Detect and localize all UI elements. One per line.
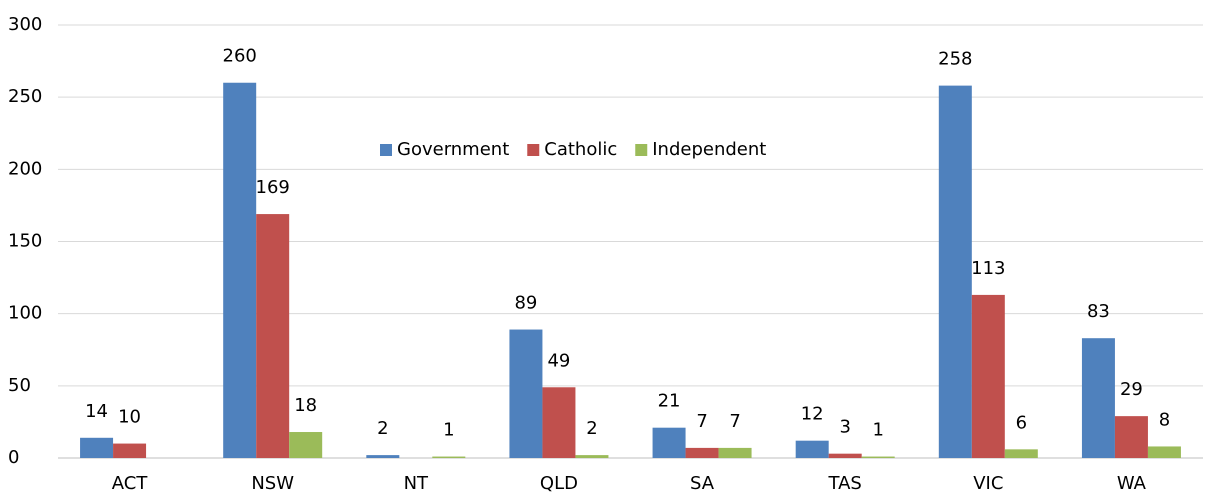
bar <box>1004 449 1038 458</box>
y-tick-label: 100 <box>8 303 42 324</box>
x-tick-label: NT <box>404 473 429 494</box>
bar <box>366 455 400 458</box>
bar <box>652 427 686 458</box>
data-label: 49 <box>547 350 570 371</box>
data-label: 83 <box>1087 301 1110 322</box>
data-label: 29 <box>1120 379 1143 400</box>
x-tick-label: WA <box>1117 473 1147 494</box>
data-label: 21 <box>658 391 681 412</box>
bar <box>113 443 147 458</box>
x-tick-label: ACT <box>112 473 149 494</box>
data-label: 6 <box>1016 412 1027 433</box>
legend-label: Catholic <box>544 139 617 160</box>
bar <box>795 440 829 458</box>
x-tick-label: QLD <box>540 473 578 494</box>
data-label: 18 <box>294 395 317 416</box>
legend-label: Government <box>397 139 509 160</box>
bar <box>685 447 719 458</box>
data-label: 12 <box>801 404 824 425</box>
data-label: 89 <box>514 293 537 314</box>
data-label: 2 <box>586 418 597 439</box>
bar <box>289 432 323 458</box>
legend-swatch <box>527 144 540 156</box>
legend-swatch <box>635 144 648 156</box>
legend-swatch <box>380 144 392 156</box>
bar <box>256 214 290 458</box>
x-tick-label: NSW <box>251 473 294 494</box>
bar <box>1147 446 1181 458</box>
bar <box>971 294 1005 458</box>
y-tick-label: 0 <box>8 447 19 468</box>
data-label: 260 <box>223 46 257 67</box>
y-tick-label: 200 <box>8 158 42 179</box>
y-tick-label: 150 <box>8 231 42 252</box>
x-tick-label: VIC <box>973 473 1003 494</box>
bar <box>938 85 972 459</box>
y-tick-label: 50 <box>8 375 31 396</box>
bar <box>542 387 576 458</box>
data-label: 3 <box>839 417 850 438</box>
bar <box>1081 338 1115 458</box>
y-tick-label: 300 <box>8 14 42 35</box>
x-tick-label: TAS <box>828 473 862 494</box>
data-label: 1 <box>872 420 883 441</box>
bar <box>861 456 895 458</box>
bar <box>80 437 114 458</box>
bar <box>223 82 257 458</box>
data-label: 14 <box>85 401 108 422</box>
bar <box>575 455 609 458</box>
data-label: 10 <box>118 407 141 428</box>
data-label: 8 <box>1159 409 1170 430</box>
x-tick-label: SA <box>690 473 715 494</box>
data-label: 2 <box>377 418 388 439</box>
bar <box>718 447 752 458</box>
bar <box>432 456 466 458</box>
data-label: 169 <box>256 177 290 198</box>
legend-label: Independent <box>652 139 766 160</box>
bar <box>828 453 862 458</box>
data-label: 258 <box>938 49 972 70</box>
data-label: 7 <box>696 411 707 432</box>
bar <box>509 329 543 458</box>
data-label: 1 <box>443 420 454 441</box>
data-label: 113 <box>971 258 1005 279</box>
bar <box>1114 416 1148 458</box>
data-label: 7 <box>729 411 740 432</box>
y-tick-label: 250 <box>8 86 42 107</box>
